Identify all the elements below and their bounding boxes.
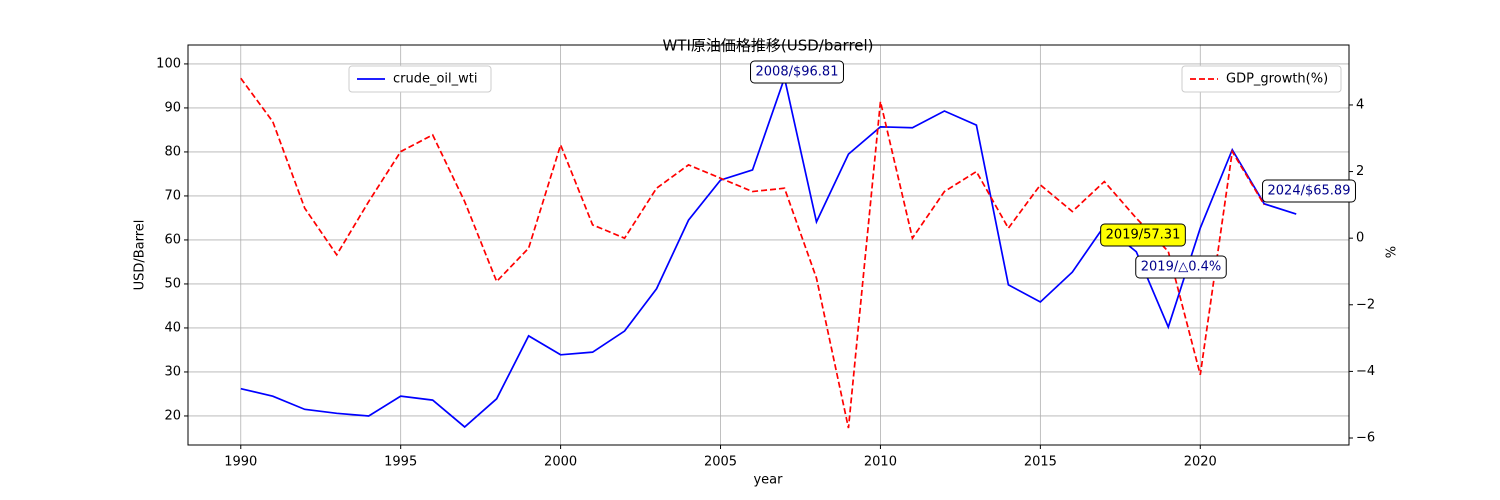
annotation-box xyxy=(1135,255,1227,279)
annotation-box xyxy=(1100,223,1186,247)
y-tick-label: 70 xyxy=(164,188,181,203)
data-line xyxy=(240,74,1297,429)
y2-axis-label: % xyxy=(1385,246,1400,258)
x-tick-label: 2005 xyxy=(704,455,737,470)
legend-box xyxy=(348,65,492,93)
y-tick-label: 100 xyxy=(156,56,181,71)
y-axis-label: USD/Barrel xyxy=(133,220,148,291)
x-tick-label: 2010 xyxy=(864,455,897,470)
y-tick-label: 30 xyxy=(164,364,181,379)
x-axis-label: year xyxy=(753,473,783,488)
annotation: 2019/△0.4% xyxy=(1141,260,1222,275)
y-tick-label: 90 xyxy=(164,100,181,115)
annotation: 2008/$96.81 xyxy=(756,65,839,80)
y2-tick-label: 0 xyxy=(1356,231,1364,246)
x-tick-label: 2020 xyxy=(1184,455,1217,470)
legend-label: GDP_growth(%) xyxy=(1226,72,1328,87)
y-tick-label: 50 xyxy=(164,276,181,291)
y-tick-label: 60 xyxy=(164,232,181,247)
annotation: 2019/57.31 xyxy=(1106,228,1181,243)
x-tick-label: 1995 xyxy=(384,455,417,470)
axes-frame xyxy=(187,44,1350,446)
y2-tick-label: −2 xyxy=(1356,297,1375,312)
y2-tick-label: 4 xyxy=(1356,97,1364,112)
annotation-box xyxy=(1262,179,1356,203)
data-line xyxy=(240,77,1265,429)
x-tick-label: 1990 xyxy=(224,455,257,470)
y2-tick-label: 2 xyxy=(1356,164,1364,179)
y-tick-label: 20 xyxy=(164,408,181,423)
y2-tick-label: −6 xyxy=(1356,431,1375,446)
x-tick-label: 2000 xyxy=(544,455,577,470)
legend-label: crude_oil_wti xyxy=(393,72,478,87)
annotation: 2024/$65.89 xyxy=(1268,184,1351,199)
x-tick-label: 2015 xyxy=(1024,455,1057,470)
y-tick-label: 80 xyxy=(164,144,181,159)
annotation-box xyxy=(750,60,844,84)
legend-box xyxy=(1181,65,1342,93)
y-tick-label: 40 xyxy=(164,320,181,335)
y2-tick-label: −4 xyxy=(1356,364,1375,379)
